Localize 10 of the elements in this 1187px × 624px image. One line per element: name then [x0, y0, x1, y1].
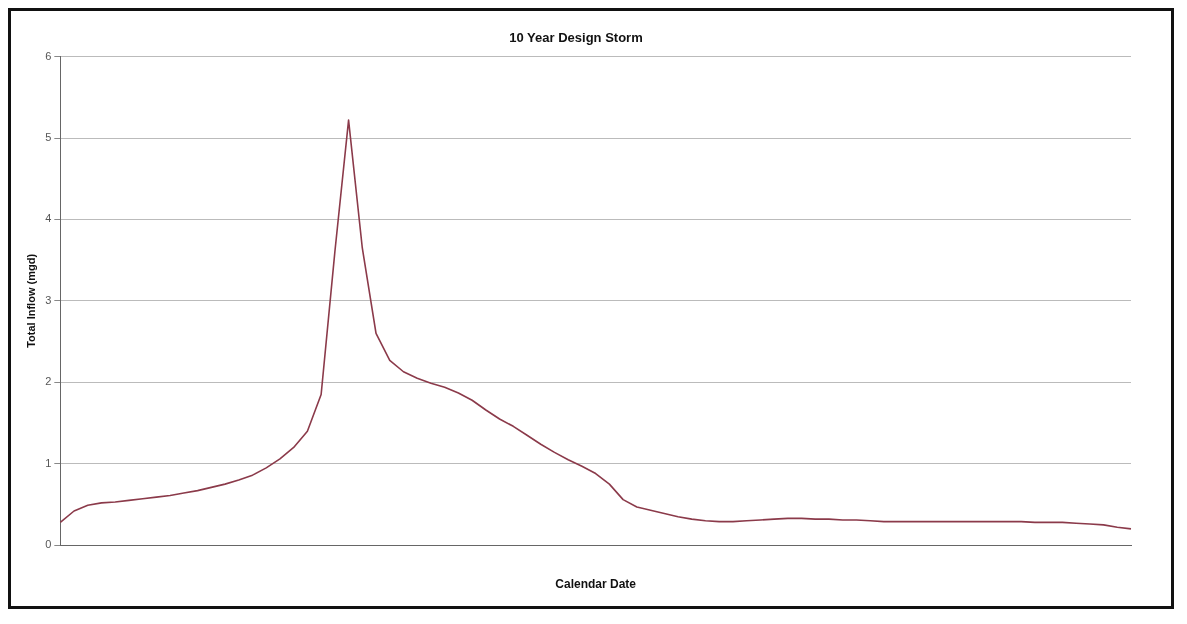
y-tick-label: 2 [45, 375, 52, 388]
y-tick-label: 1 [45, 456, 52, 469]
y-tick-label: 0 [45, 538, 52, 551]
y-tick-label: 3 [45, 293, 52, 306]
y-tick-label: 4 [45, 212, 52, 225]
y-tick-label: 5 [45, 131, 52, 144]
chart-title: 10 Year Design Storm [509, 30, 643, 46]
y-tick-label: 6 [45, 49, 52, 62]
y-axis-title: Total Inflow (mgd) [24, 253, 37, 348]
x-axis-title: Calendar Date [555, 577, 637, 592]
